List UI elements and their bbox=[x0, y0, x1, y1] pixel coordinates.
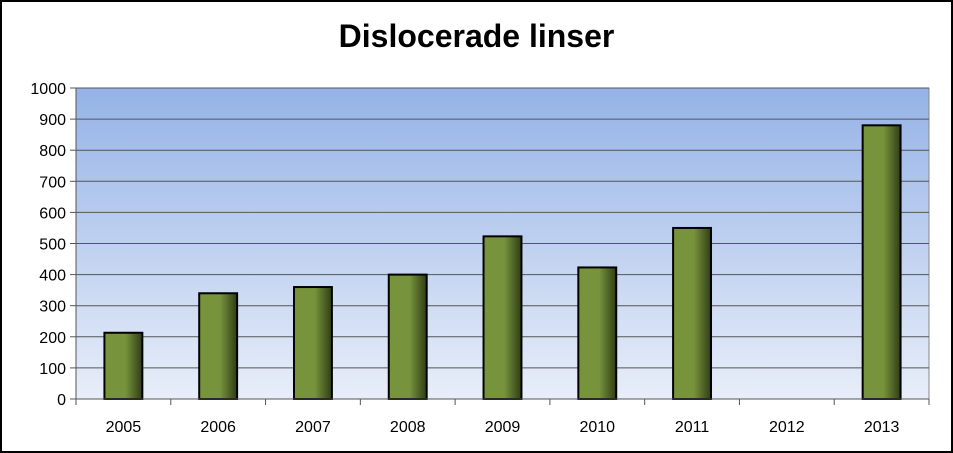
bar-2005 bbox=[103, 331, 144, 400]
y-tick-label: 300 bbox=[39, 299, 66, 316]
bar-2013 bbox=[861, 124, 902, 400]
bar-2007 bbox=[292, 286, 333, 401]
y-tick-label: 100 bbox=[39, 361, 66, 378]
y-tick-label: 800 bbox=[39, 143, 66, 160]
y-tick-label: 1000 bbox=[30, 81, 66, 98]
chart-title: Dislocerade linser bbox=[338, 18, 615, 54]
x-tick-label: 2010 bbox=[579, 419, 615, 436]
y-tick-label: 200 bbox=[39, 330, 66, 347]
x-tick-label: 2012 bbox=[769, 419, 805, 436]
bar-2009 bbox=[482, 235, 523, 400]
x-tick-labels: 2005 2006 2007 2008 2009 2010 2011 2012 2013 bbox=[75, 399, 930, 436]
x-tick-label: 2009 bbox=[485, 419, 521, 436]
y-tick-label: 700 bbox=[39, 174, 66, 191]
x-tick-label: 2011 bbox=[675, 419, 710, 436]
y-tick-labels: 0 100 200 300 400 500 600 700 800 900 1000 bbox=[30, 81, 76, 409]
x-tick-label: 2007 bbox=[295, 419, 331, 436]
x-tick-label: 2008 bbox=[390, 419, 426, 436]
bar-2010 bbox=[577, 266, 618, 400]
y-tick-label: 900 bbox=[39, 112, 66, 129]
y-tick-label: 600 bbox=[39, 205, 66, 222]
bar-2006 bbox=[198, 292, 239, 401]
x-tick-label: 2013 bbox=[864, 419, 900, 436]
x-tick-label: 2005 bbox=[106, 419, 142, 436]
y-tick-label: 400 bbox=[39, 268, 66, 285]
y-tick-label: 500 bbox=[39, 237, 66, 254]
bar-2011 bbox=[672, 226, 713, 400]
bar-2008 bbox=[387, 273, 428, 401]
x-tick-label: 2006 bbox=[200, 419, 236, 436]
y-tick-label: 0 bbox=[57, 392, 66, 409]
